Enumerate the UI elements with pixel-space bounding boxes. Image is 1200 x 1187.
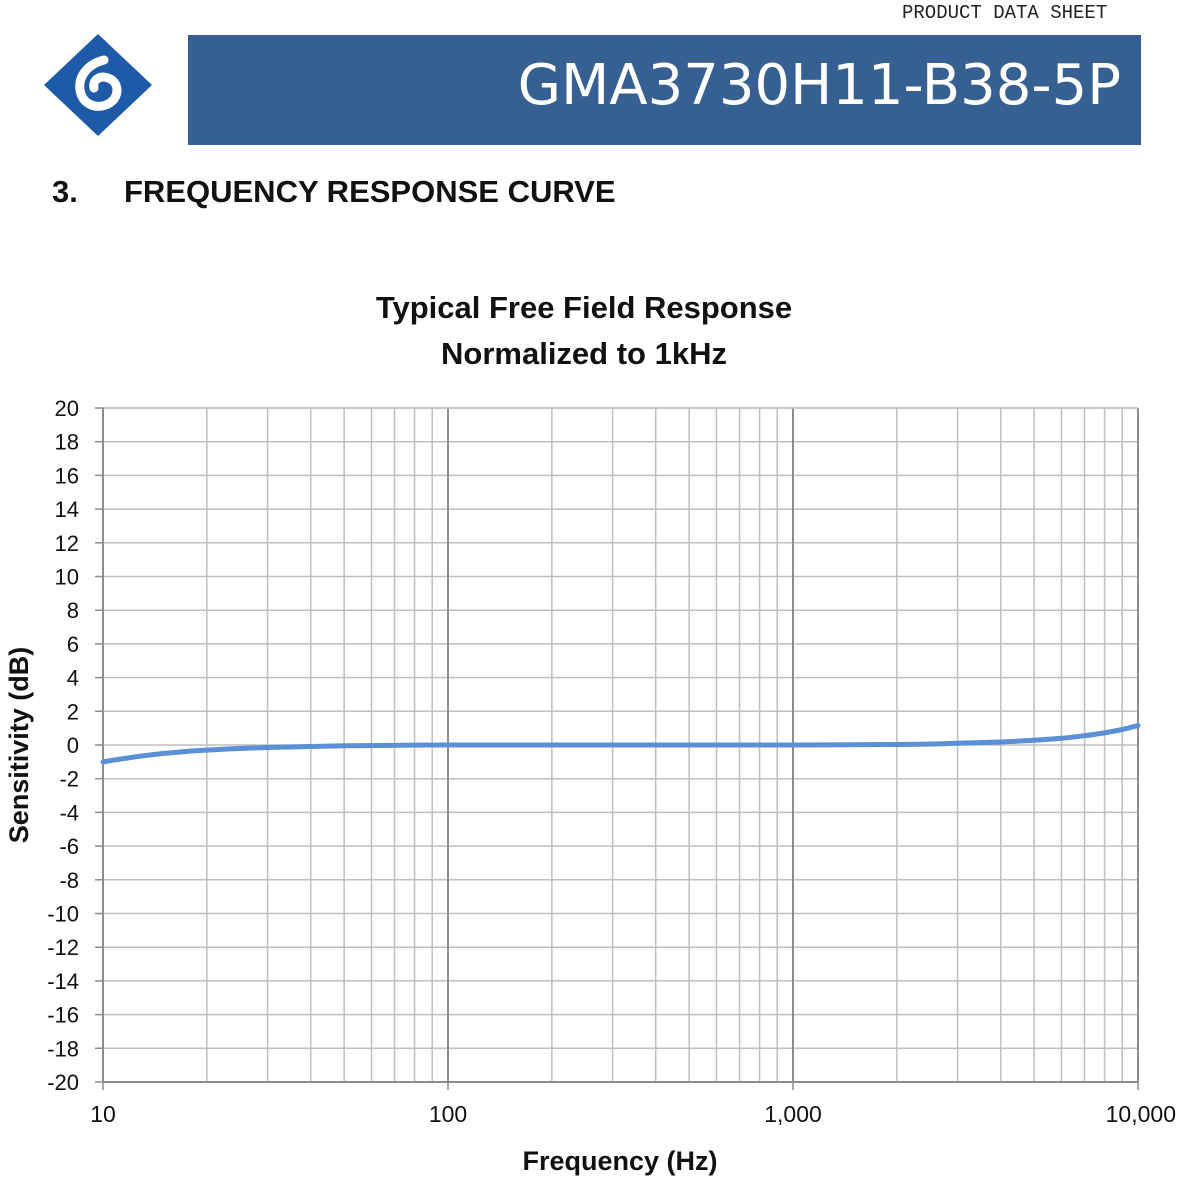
- x-tick-label: 10: [90, 1101, 116, 1127]
- part-number-title: GMA3730H11-B38-5P: [517, 53, 1121, 118]
- y-tick-label: -16: [47, 1003, 79, 1028]
- section-number: 3.: [52, 174, 78, 209]
- y-tick-label: 8: [67, 598, 79, 623]
- y-tick-label: -4: [59, 800, 79, 825]
- logo-swirl: [75, 55, 122, 111]
- x-tick-label: 100: [429, 1101, 467, 1127]
- series-layer: [100, 723, 1141, 765]
- response-line: [100, 723, 1141, 765]
- x-axis-label: Frequency (Hz): [522, 1146, 717, 1176]
- section-heading: 3. FREQUENCY RESPONSE CURVE: [52, 174, 616, 210]
- y-tick-label: -20: [47, 1070, 79, 1095]
- y-tick-label: -14: [47, 969, 79, 994]
- document-type-label: PRODUCT DATA SHEET: [902, 2, 1108, 24]
- chart-title: Typical Free Field Response: [376, 290, 792, 325]
- chart-subtitle: Normalized to 1kHz: [441, 336, 727, 371]
- y-tick-label: 14: [55, 497, 79, 522]
- y-tick-label: 0: [67, 733, 79, 758]
- y-tick-label: 18: [55, 430, 79, 455]
- y-tick-label: -10: [47, 902, 79, 927]
- y-tick-label: 6: [67, 632, 79, 657]
- y-tick-label: -12: [47, 935, 79, 960]
- title-banner: GMA3730H11-B38-5P: [188, 35, 1141, 145]
- y-tick-label: 12: [55, 531, 79, 556]
- x-tick-label: 1,000: [764, 1101, 822, 1127]
- axes: [95, 407, 1139, 1090]
- tick-labels: 20181614121086420-2-4-6-8-10-12-14-16-18…: [47, 396, 1176, 1127]
- x-tick-label: 10,000: [1106, 1101, 1176, 1127]
- company-logo: [44, 34, 152, 136]
- frequency-response-chart: Typical Free Field Response Normalized t…: [4, 290, 1176, 1176]
- y-tick-label: -18: [47, 1036, 79, 1061]
- y-tick-label: 16: [55, 463, 79, 488]
- y-tick-label: 10: [55, 565, 79, 590]
- section-title: FREQUENCY RESPONSE CURVE: [124, 174, 616, 209]
- y-tick-label: 4: [67, 666, 79, 691]
- y-axis-label: Sensitivity (dB): [4, 647, 34, 844]
- y-tick-label: -8: [59, 868, 79, 893]
- y-tick-label: 20: [55, 396, 79, 421]
- y-tick-label: -6: [59, 834, 79, 859]
- y-tick-label: -2: [59, 767, 79, 792]
- y-tick-label: 2: [67, 699, 79, 724]
